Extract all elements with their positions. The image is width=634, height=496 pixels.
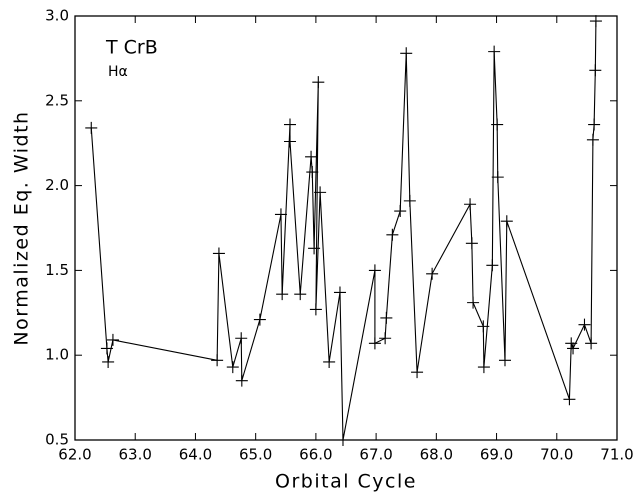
- point-marker: [85, 121, 98, 134]
- point-marker: [379, 332, 392, 345]
- point-marker: [585, 337, 598, 350]
- x-tick-label: 63.0: [119, 446, 152, 464]
- point-marker: [368, 264, 381, 277]
- x-tick-label: 69.0: [480, 446, 513, 464]
- chart-title: T CrB: [105, 37, 158, 59]
- y-tick-label: 1.0: [45, 346, 69, 364]
- point-marker: [336, 434, 349, 446]
- point-marker: [368, 337, 381, 350]
- point-marker: [212, 247, 225, 260]
- point-marker: [589, 64, 602, 77]
- point-marker: [491, 118, 504, 131]
- data-line: [90, 21, 597, 441]
- point-marker: [235, 374, 248, 387]
- point-marker: [426, 267, 439, 280]
- y-tick-label: 2.0: [45, 176, 69, 194]
- point-marker: [477, 320, 490, 333]
- point-marker: [380, 311, 393, 324]
- point-marker: [486, 259, 499, 272]
- y-tick-label: 3.0: [45, 7, 69, 25]
- point-marker: [565, 337, 578, 350]
- point-marker: [498, 354, 511, 367]
- point-marker: [323, 355, 336, 368]
- point-marker: [386, 228, 399, 241]
- x-tick-label: 64.0: [179, 446, 212, 464]
- point-marker: [283, 135, 296, 148]
- point-marker: [500, 215, 513, 228]
- point-marker: [394, 205, 407, 218]
- y-tick-label: 0.5: [45, 431, 69, 449]
- point-marker: [305, 150, 318, 163]
- point-marker: [586, 133, 599, 146]
- chart-subtitle: Hα: [108, 64, 128, 80]
- point-marker: [465, 237, 478, 250]
- point-marker: [567, 342, 580, 355]
- point-marker: [563, 393, 576, 406]
- point-marker: [235, 332, 248, 345]
- point-marker: [477, 361, 490, 374]
- x-tick-label: 70.0: [540, 446, 573, 464]
- x-axis-label: Orbital Cycle: [275, 471, 417, 493]
- point-marker: [102, 355, 115, 368]
- point-marker: [400, 47, 413, 60]
- point-marker: [588, 118, 601, 131]
- point-marker: [276, 288, 289, 301]
- point-marker: [411, 366, 424, 379]
- point-marker: [467, 296, 480, 309]
- point-marker: [488, 45, 501, 58]
- point-marker: [491, 171, 504, 184]
- point-marker: [309, 303, 322, 316]
- x-tick-label: 65.0: [239, 446, 272, 464]
- point-marker: [283, 118, 296, 131]
- point-marker: [589, 15, 602, 28]
- point-marker: [306, 166, 319, 179]
- point-marker: [308, 242, 321, 255]
- point-marker: [253, 313, 266, 326]
- point-marker: [333, 286, 346, 299]
- x-tick-label: 66.0: [299, 446, 332, 464]
- y-tick-label: 2.5: [45, 91, 69, 109]
- point-marker: [312, 76, 325, 89]
- x-tick-label: 67.0: [359, 446, 392, 464]
- y-axis-label: Normalized Eq. Width: [11, 110, 33, 345]
- point-marker: [314, 186, 327, 199]
- point-marker: [294, 288, 307, 301]
- x-tick-label: 62.0: [58, 446, 91, 464]
- point-marker: [100, 342, 113, 355]
- point-marker: [464, 198, 477, 211]
- x-tick-label: 71.0: [600, 446, 633, 464]
- point-marker: [211, 354, 224, 367]
- x-tick-label: 68.0: [420, 446, 453, 464]
- point-marker: [226, 361, 239, 374]
- point-marker: [578, 318, 591, 331]
- y-tick-label: 1.5: [45, 261, 69, 279]
- plot-frame: [74, 15, 618, 441]
- point-marker: [106, 333, 119, 346]
- point-marker: [274, 208, 287, 221]
- point-marker: [403, 194, 416, 207]
